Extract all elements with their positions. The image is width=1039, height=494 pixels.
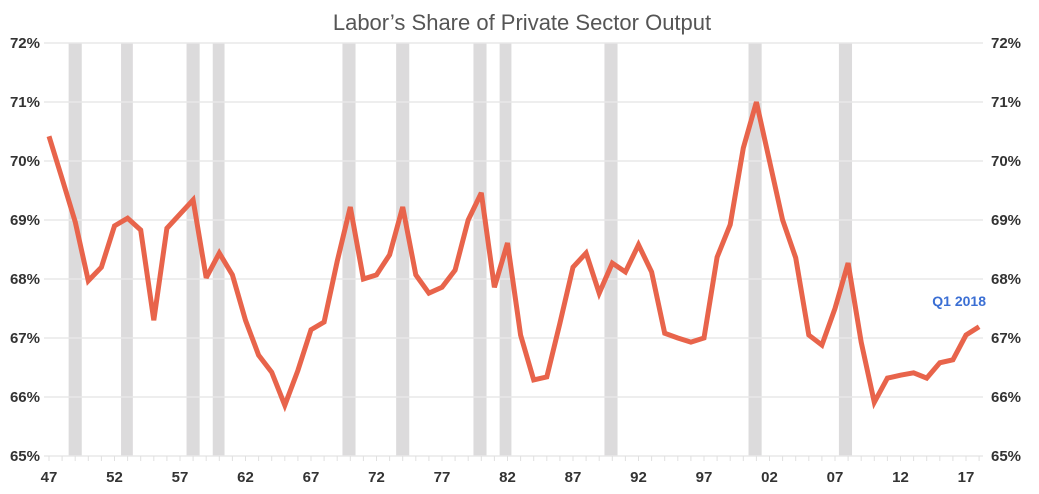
recession-band [473, 43, 487, 456]
x-tick-label: 52 [106, 469, 123, 486]
recession-band [186, 43, 200, 456]
x-tick-label: 07 [827, 469, 844, 486]
y-tick-label-left: 69% [10, 212, 40, 229]
x-tick-label: 57 [172, 469, 189, 486]
x-tick-label: 87 [565, 469, 582, 486]
series-line [46, 101, 981, 413]
x-axis-labels: 47 52 57 62 67 72 77 82 87 92 97 02 07 12 17 [41, 469, 975, 486]
recession-band [748, 43, 762, 456]
y-tick-label-left: 67% [10, 330, 40, 347]
x-tick-label: 92 [630, 469, 647, 486]
x-tick-label: 67 [303, 469, 320, 486]
gridlines [44, 42, 983, 461]
x-tick-label: 47 [41, 469, 58, 486]
y-tick-label-right: 72% [991, 35, 1021, 52]
recession-band [604, 43, 618, 456]
recession-bands [68, 43, 853, 456]
y-tick-label-right: 67% [991, 330, 1021, 347]
y-tick-label-left: 66% [10, 389, 40, 406]
y-tick-label-left: 72% [10, 35, 40, 52]
y-tick-label-left: 70% [10, 153, 40, 170]
x-tick-label: 12 [892, 469, 909, 486]
y-tick-label-right: 71% [991, 94, 1021, 111]
y-tick-label-left: 68% [10, 271, 40, 288]
y-tick-label-right: 66% [991, 389, 1021, 406]
x-tick-label: 62 [237, 469, 254, 486]
recession-band [121, 43, 133, 456]
recession-band [838, 43, 853, 456]
x-tick-label: 97 [696, 469, 713, 486]
y-tick-label-right: 70% [991, 153, 1021, 170]
y-tick-label-right: 65% [991, 448, 1021, 465]
y-tick-label-right: 69% [991, 212, 1021, 229]
recession-band [342, 43, 356, 456]
latest-point-annotation: Q1 2018 [932, 293, 986, 309]
y-tick-label-left: 65% [10, 448, 40, 465]
x-tick-label: 17 [958, 469, 975, 486]
x-tick-label: 77 [434, 469, 451, 486]
recession-band [68, 43, 82, 456]
x-tick-label: 02 [761, 469, 778, 486]
chart-title: Labor’s Share of Private Sector Output [333, 10, 711, 35]
y-tick-label-right: 68% [991, 271, 1021, 288]
y-axis-labels: 65% 65% 66% 66% 67% 67% 68% 68% 69% 69% 70% 70% 71% 7… [10, 35, 1021, 465]
y-tick-label-left: 71% [10, 94, 40, 111]
x-tick-label: 72 [368, 469, 385, 486]
recession-band [396, 43, 410, 456]
x-tick-label: 82 [499, 469, 516, 486]
series-layer [46, 101, 981, 413]
